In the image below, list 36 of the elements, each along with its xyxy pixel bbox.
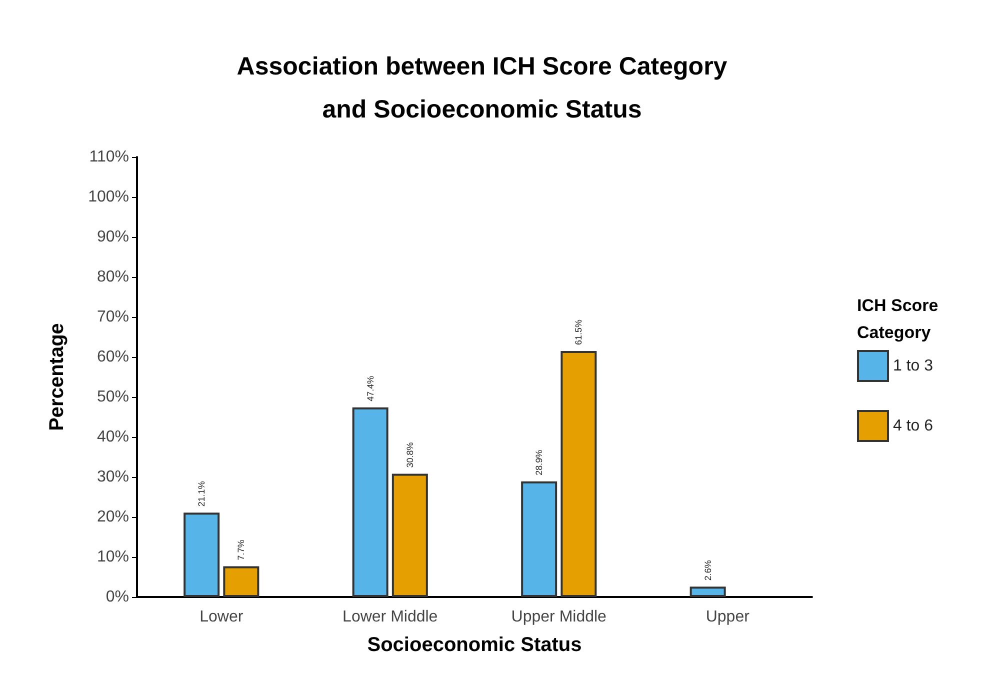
bar <box>223 566 260 597</box>
legend-label: 4 to 6 <box>893 418 934 434</box>
x-tick-label: Upper Middle <box>511 608 607 626</box>
data-label: 2.6% <box>702 560 713 581</box>
bar <box>521 481 558 597</box>
y-tick-label: 80% <box>96 268 129 286</box>
data-label: 7.7% <box>236 540 246 560</box>
bar <box>392 474 428 597</box>
x-axis-title: Socioeconomic Status <box>367 634 582 656</box>
y-tick-label: 110% <box>89 148 129 166</box>
chart-title: Association between ICH Score Category and Socioeconomic Status <box>236 52 728 124</box>
bar <box>352 407 388 597</box>
data-label: 61.5% <box>574 319 584 345</box>
y-tick-label: 70% <box>96 308 129 326</box>
legend-label: 1 to 3 <box>893 358 934 374</box>
data-label: 47.4% <box>365 376 376 402</box>
y-axis-title: Percentage <box>46 323 68 431</box>
y-tick-label: 30% <box>96 468 129 486</box>
bar <box>184 512 220 597</box>
y-tick-label: 0% <box>106 588 129 606</box>
y-tick-label: 10% <box>96 548 129 566</box>
data-label: 21.1% <box>196 481 207 507</box>
x-tick-label: Upper <box>706 608 750 626</box>
x-tick-label: Lower Middle <box>342 608 438 626</box>
data-label: 28.9% <box>534 450 544 476</box>
x-tick-label: Lower <box>200 608 244 626</box>
y-tick-label: 100% <box>88 188 129 206</box>
y-tick-label: 50% <box>96 388 129 406</box>
y-tick-label: 90% <box>96 228 129 246</box>
y-tick-label: 20% <box>96 508 129 526</box>
y-tick-label: 60% <box>96 348 129 366</box>
bar <box>560 351 597 597</box>
y-tick-label: 40% <box>96 428 129 446</box>
legend-title: ICH Score Category <box>857 296 943 342</box>
data-label: 30.8% <box>404 442 415 468</box>
bar <box>690 586 726 597</box>
